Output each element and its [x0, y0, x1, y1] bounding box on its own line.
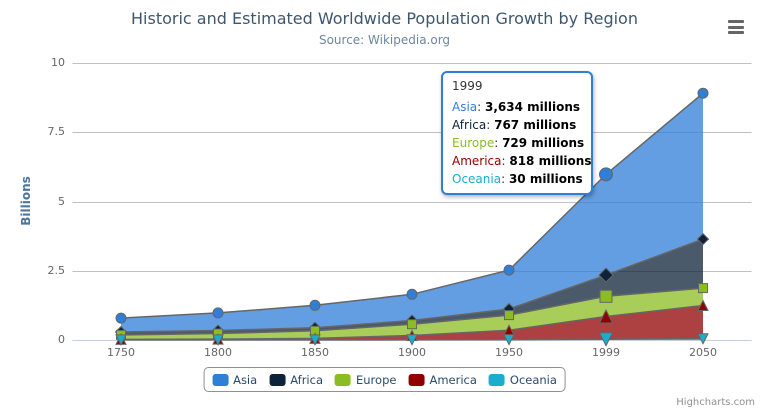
y-axis-label: 7.5: [47, 125, 66, 139]
legend-item-asia[interactable]: Asia: [212, 373, 257, 387]
tooltip-series-value: 3,634 millions: [485, 100, 581, 114]
marker-america-1999[interactable]: [598, 308, 614, 324]
tooltip-row-asia: Asia: 3,634 millions: [452, 100, 581, 114]
legend-symbol-europe: [335, 373, 351, 386]
tooltip-series-name: America: [452, 154, 502, 168]
marker-asia-1750[interactable]: [115, 312, 127, 324]
tooltip-row-europe: Europe: 729 millions: [452, 136, 585, 150]
legend-item-africa[interactable]: Africa: [269, 373, 323, 387]
area-america[interactable]: [121, 305, 703, 340]
legend-label: Asia: [233, 372, 258, 387]
legend-label: Africa: [290, 372, 323, 387]
legend-symbol-asia: [212, 373, 229, 386]
legend-label: America: [429, 372, 477, 387]
marker-asia-2050[interactable]: [697, 87, 709, 99]
legend-item-america[interactable]: America: [408, 372, 477, 387]
marker-oceania-1750[interactable]: [115, 334, 127, 347]
marker-europe-1900[interactable]: [407, 319, 417, 330]
tooltip-row-africa: Africa: 767 millions: [452, 118, 577, 132]
y-axis-label: 2.5: [47, 263, 66, 277]
y-axis-label: 5: [58, 194, 65, 208]
marker-africa-2050[interactable]: [696, 232, 710, 246]
tooltip-series-name: Africa: [452, 118, 487, 132]
hamburger-icon: [728, 31, 744, 34]
marker-oceania-1850[interactable]: [309, 334, 321, 347]
marker-oceania-1999[interactable]: [598, 332, 614, 347]
tooltip-series-name: Asia: [452, 100, 478, 114]
area-africa[interactable]: [121, 239, 703, 335]
tooltip-series-value: 818 millions: [509, 154, 592, 168]
marker-asia-1999[interactable]: [599, 167, 613, 182]
marker-asia-1900[interactable]: [406, 288, 418, 300]
tooltip-header: 1999: [452, 79, 483, 93]
marker-asia-1950[interactable]: [503, 264, 515, 276]
marker-oceania-1900[interactable]: [406, 334, 418, 346]
marker-oceania-1950[interactable]: [503, 334, 515, 346]
chart-title: Historic and Estimated Worldwide Populat…: [131, 9, 638, 28]
marker-america-2050[interactable]: [697, 299, 709, 311]
hamburger-icon: [728, 20, 744, 23]
tooltip-row-america: America: 818 millions: [452, 154, 592, 168]
legend-item-europe[interactable]: Europe: [335, 373, 396, 387]
marker-europe-1950[interactable]: [504, 310, 514, 321]
tooltip-series-value: 729 millions: [502, 136, 585, 150]
marker-asia-1850[interactable]: [309, 299, 321, 311]
area-asia[interactable]: [121, 93, 703, 332]
marker-oceania-2050[interactable]: [697, 333, 709, 345]
legend-symbol-africa: [269, 373, 286, 386]
legend-label: Oceania: [509, 372, 557, 387]
credits-link[interactable]: Highcharts.com: [676, 397, 755, 408]
x-axis-label: 1750: [107, 346, 135, 359]
tooltip-series-name: Oceania: [452, 172, 502, 186]
marker-europe-1999[interactable]: [599, 289, 613, 303]
tooltip-series-value: 767 millions: [494, 118, 577, 132]
tooltip-row-oceania: Oceania: 30 millions: [452, 172, 583, 186]
marker-asia-1800[interactable]: [212, 307, 224, 319]
tooltip-rows: Asia: 3,634 millions Africa: 767 millions…: [452, 98, 592, 188]
legend: Asia Africa Europe America Oceania: [203, 367, 566, 392]
marker-oceania-1800[interactable]: [212, 334, 224, 347]
chart-subtitle: Source: Wikipedia.org: [318, 33, 451, 47]
tooltip: 1999 Asia: 3,634 millions Africa: 767 mil…: [441, 71, 593, 195]
marker-europe-2050[interactable]: [698, 283, 708, 294]
x-axis-label: 1850: [301, 346, 329, 359]
legend-item-oceania[interactable]: Oceania: [488, 372, 557, 387]
y-axis-label: 0: [58, 333, 65, 346]
export-menu-button[interactable]: [727, 20, 745, 34]
x-axis-label: 1900: [398, 346, 426, 359]
y-axis-label: 10: [51, 56, 65, 69]
legend-symbol-america: [408, 373, 425, 386]
hamburger-icon: [728, 25, 744, 29]
tooltip-series-name: Europe: [452, 136, 495, 150]
x-axis-label: 1950: [495, 346, 523, 359]
x-axis-label: 1800: [204, 346, 232, 359]
marker-africa-1999[interactable]: [598, 267, 614, 283]
tooltip-series-value: 30 millions: [508, 172, 583, 186]
legend-symbol-oceania: [488, 373, 505, 386]
legend-label: Europe: [356, 372, 397, 387]
x-axis-label: 2050: [689, 346, 717, 359]
x-axis-label: 1999: [592, 346, 620, 359]
